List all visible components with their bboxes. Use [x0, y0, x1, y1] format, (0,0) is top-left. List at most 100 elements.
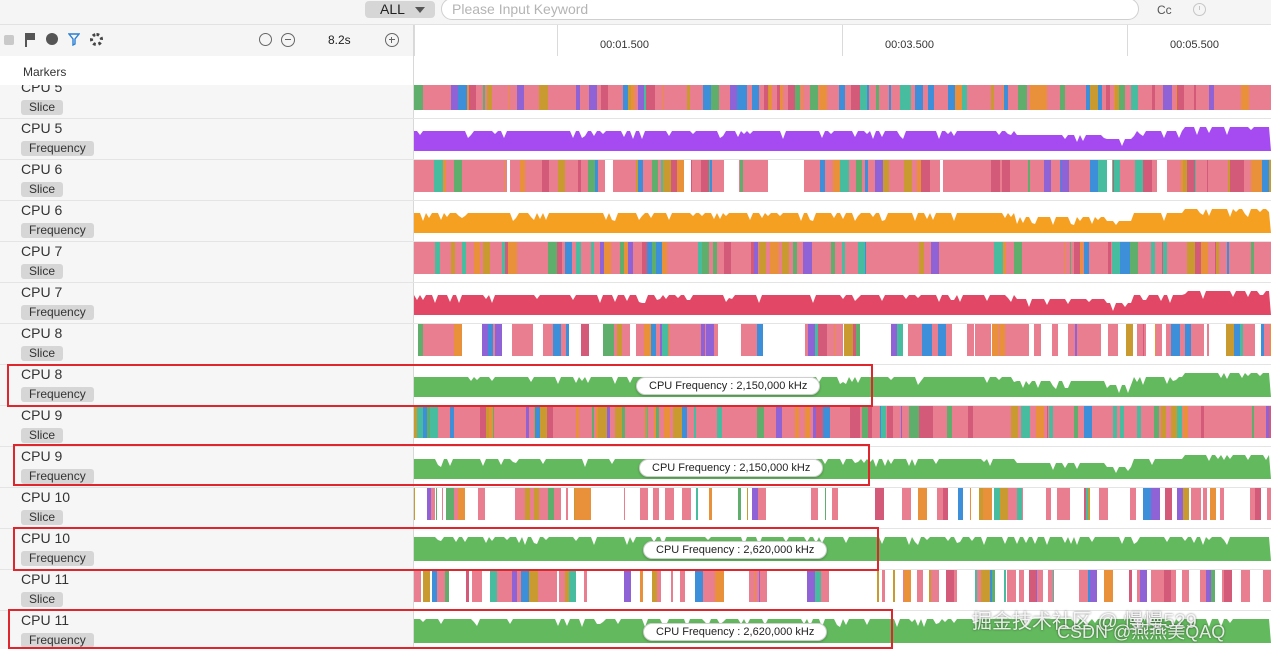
- slice-segment[interactable]: [771, 406, 776, 438]
- slice-segment[interactable]: [891, 324, 897, 356]
- slice-segment[interactable]: [523, 406, 525, 438]
- slice-segment[interactable]: [1255, 488, 1261, 520]
- slice-segment[interactable]: [1177, 85, 1184, 110]
- slice-segment[interactable]: [493, 324, 495, 356]
- slice-segment[interactable]: [647, 406, 648, 438]
- slice-segment[interactable]: [1130, 488, 1133, 520]
- slice-segment[interactable]: [1051, 160, 1060, 192]
- slice-segment[interactable]: [950, 160, 953, 192]
- slice-segment[interactable]: [451, 85, 458, 110]
- slice-segment[interactable]: [662, 85, 663, 110]
- slice-segment[interactable]: [749, 570, 754, 602]
- slice-segment[interactable]: [598, 406, 607, 438]
- slice-segment[interactable]: [591, 242, 594, 274]
- slice-segment[interactable]: [717, 242, 718, 274]
- slice-segment[interactable]: [751, 160, 753, 192]
- slice-segment[interactable]: [438, 324, 440, 356]
- slice-segment[interactable]: [564, 85, 568, 110]
- slice-segment[interactable]: [782, 406, 788, 438]
- slice-segment[interactable]: [1092, 406, 1098, 438]
- slice-segment[interactable]: [1195, 406, 1198, 438]
- slice-segment[interactable]: [423, 85, 427, 110]
- markers-row[interactable]: Markers: [0, 56, 1271, 86]
- slice-segment[interactable]: [468, 160, 473, 192]
- slice-segment[interactable]: [636, 406, 645, 438]
- slice-segment[interactable]: [1186, 85, 1188, 110]
- slice-segment[interactable]: [512, 324, 517, 356]
- slice-segment[interactable]: [1143, 160, 1152, 192]
- slice-segment[interactable]: [715, 570, 724, 602]
- slice-segment[interactable]: [803, 85, 810, 110]
- slice-segment[interactable]: [675, 324, 679, 356]
- slice-segment[interactable]: [1104, 406, 1110, 438]
- slice-segment[interactable]: [943, 488, 948, 520]
- slice-segment[interactable]: [615, 406, 622, 438]
- slice-segment[interactable]: [882, 570, 885, 602]
- slice-segment[interactable]: [540, 570, 546, 602]
- slice-segment[interactable]: [575, 242, 576, 274]
- slice-segment[interactable]: [1090, 160, 1098, 192]
- slice-segment[interactable]: [1162, 242, 1163, 274]
- slice-segment[interactable]: [1018, 85, 1027, 110]
- slice-segment[interactable]: [929, 570, 930, 602]
- slice-segment[interactable]: [548, 242, 557, 274]
- slice-segment[interactable]: [754, 406, 757, 438]
- slice-segment[interactable]: [747, 406, 754, 438]
- slice-segment[interactable]: [608, 85, 614, 110]
- slice-segment[interactable]: [472, 570, 473, 602]
- slice-segment[interactable]: [655, 85, 662, 110]
- slice-segment[interactable]: [1191, 488, 1198, 520]
- slice-segment[interactable]: [1244, 160, 1251, 192]
- slice-segment[interactable]: [1191, 324, 1195, 356]
- slice-segment[interactable]: [661, 160, 663, 192]
- slice-segment[interactable]: [574, 488, 575, 520]
- slice-segment[interactable]: [795, 85, 800, 110]
- slice-segment[interactable]: [485, 85, 487, 110]
- slice-segment[interactable]: [1119, 85, 1125, 110]
- slice-segment[interactable]: [1030, 160, 1032, 192]
- slice-segment[interactable]: [417, 406, 423, 438]
- slice-segment[interactable]: [525, 488, 530, 520]
- slice-segment[interactable]: [1049, 406, 1053, 438]
- slice-segment[interactable]: [759, 160, 768, 192]
- slice-segment[interactable]: [1171, 406, 1177, 438]
- slice-segment[interactable]: [1099, 488, 1100, 520]
- slice-segment[interactable]: [1137, 324, 1143, 356]
- slice-segment[interactable]: [451, 242, 455, 274]
- slice-segment[interactable]: [1262, 160, 1269, 192]
- slice-segment[interactable]: [1073, 406, 1074, 438]
- slice-segment[interactable]: [654, 406, 656, 438]
- slice-segment[interactable]: [1009, 85, 1018, 110]
- slice-segment[interactable]: [1159, 406, 1161, 438]
- slice-segment[interactable]: [805, 406, 810, 438]
- slice-segment[interactable]: [445, 570, 449, 602]
- slice-segment[interactable]: [1219, 160, 1228, 192]
- slice-segment[interactable]: [565, 242, 572, 274]
- slice-segment[interactable]: [815, 324, 818, 356]
- slice-segment[interactable]: [636, 160, 638, 192]
- slice-segment[interactable]: [635, 85, 638, 110]
- slice-segment[interactable]: [714, 324, 718, 356]
- slice-segment[interactable]: [886, 406, 887, 438]
- slice-segment[interactable]: [747, 85, 752, 110]
- slice-segment[interactable]: [1019, 160, 1024, 192]
- slice-segment[interactable]: [835, 242, 840, 274]
- slice-segment[interactable]: [1259, 406, 1266, 438]
- slice-segment[interactable]: [1133, 488, 1136, 520]
- slice-segment[interactable]: [1233, 85, 1241, 110]
- slice-segment[interactable]: [983, 488, 992, 520]
- slice-segment[interactable]: [1227, 85, 1233, 110]
- slice-segment[interactable]: [614, 324, 617, 356]
- slice-segment[interactable]: [1087, 160, 1090, 192]
- track-label[interactable]: CPU 5 Slice: [0, 85, 414, 118]
- slice-segment[interactable]: [1201, 570, 1206, 602]
- slice-segment[interactable]: [1144, 85, 1152, 110]
- slice-segment[interactable]: [1254, 406, 1259, 438]
- slice-segment[interactable]: [977, 570, 980, 602]
- slice-segment[interactable]: [1076, 85, 1081, 110]
- slice-segment[interactable]: [687, 406, 694, 438]
- slice-segment[interactable]: [454, 160, 462, 192]
- slice-segment[interactable]: [931, 242, 939, 274]
- slice-segment[interactable]: [1057, 488, 1066, 520]
- slice-segment[interactable]: [551, 324, 553, 356]
